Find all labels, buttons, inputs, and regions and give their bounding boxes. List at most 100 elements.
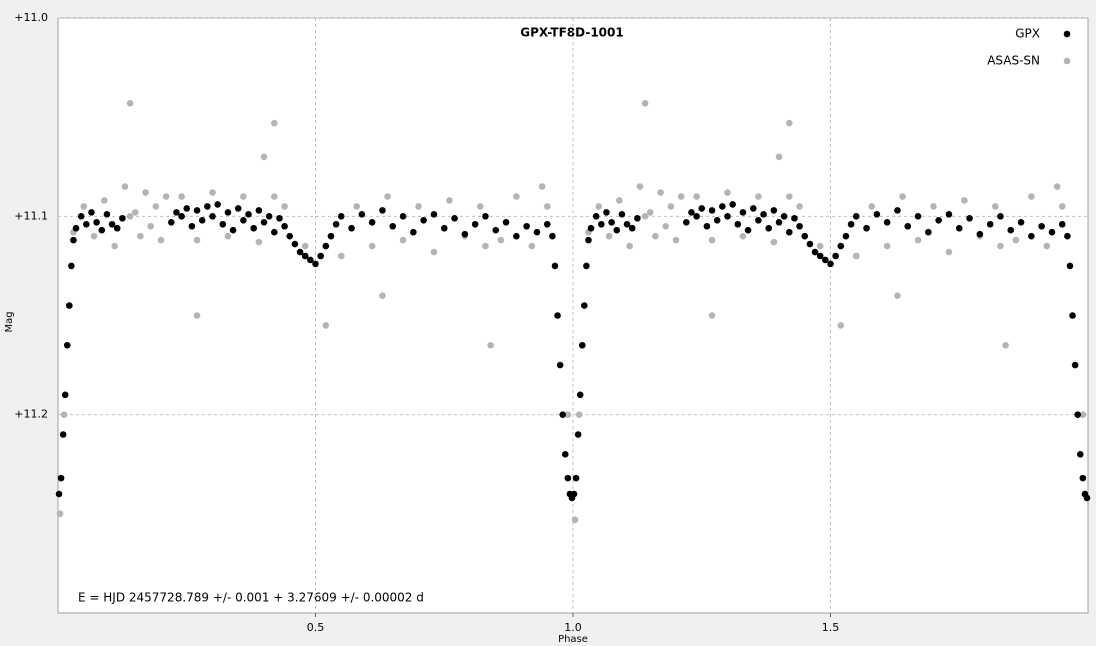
data-point: [578, 341, 586, 349]
data-point: [276, 215, 283, 222]
data-point: [816, 252, 824, 260]
data-point: [219, 220, 227, 228]
data-point: [379, 207, 386, 214]
data-point: [1069, 312, 1076, 319]
data-point: [245, 211, 252, 218]
data-point: [575, 411, 583, 418]
data-point: [1079, 474, 1087, 482]
data-point: [101, 197, 108, 204]
data-point: [271, 228, 278, 236]
data-point: [1012, 236, 1020, 244]
data-point: [765, 224, 772, 232]
legend-label: ASAS-SN: [987, 54, 1040, 68]
data-point: [63, 341, 71, 349]
data-point: [152, 203, 160, 210]
data-point: [672, 236, 680, 244]
data-point: [399, 236, 407, 244]
data-point: [561, 451, 569, 458]
data-point: [734, 220, 742, 228]
data-point: [198, 217, 206, 224]
data-point: [240, 217, 247, 224]
data-point: [168, 218, 175, 226]
data-point: [914, 236, 922, 244]
data-point: [1038, 222, 1045, 230]
data-point: [327, 232, 335, 240]
data-point: [904, 222, 912, 230]
data-point: [925, 228, 932, 236]
data-point: [204, 203, 211, 210]
data-point: [966, 215, 973, 222]
data-point: [538, 183, 546, 190]
x-tick-label: 1.5: [822, 621, 840, 634]
data-point: [1053, 183, 1061, 190]
data-point: [576, 391, 584, 399]
data-point: [113, 224, 121, 232]
data-point: [724, 213, 731, 220]
data-point: [322, 242, 330, 250]
data-point: [744, 226, 752, 234]
data-point: [641, 99, 649, 107]
data-point: [863, 224, 870, 232]
data-point: [683, 218, 690, 226]
data-point: [137, 232, 144, 240]
data-point: [157, 236, 165, 244]
data-point: [816, 242, 824, 250]
data-point: [770, 207, 778, 214]
data-point: [842, 232, 850, 240]
data-point: [1043, 242, 1051, 250]
data-point: [605, 232, 613, 240]
data-point: [585, 236, 592, 244]
data-point: [83, 220, 90, 228]
data-point: [353, 203, 361, 210]
data-point: [1064, 232, 1071, 240]
data-point: [250, 224, 257, 232]
data-point: [1058, 220, 1066, 228]
data-point: [945, 248, 953, 256]
data-point: [399, 213, 407, 220]
data-point: [430, 211, 438, 218]
data-point: [724, 189, 731, 196]
data-point: [961, 197, 968, 204]
data-point: [56, 510, 64, 518]
data-point: [111, 242, 118, 250]
data-point: [77, 213, 85, 220]
data-point: [1076, 451, 1084, 458]
chart-title: GPX-TF8D-1001: [520, 26, 623, 40]
data-point: [93, 218, 100, 226]
data-point: [554, 312, 561, 319]
data-point: [708, 207, 716, 214]
y-axis-label: Mag: [4, 311, 15, 332]
data-point: [791, 215, 798, 222]
data-point: [935, 217, 942, 224]
data-point: [126, 99, 134, 107]
data-point: [628, 224, 636, 232]
data-point: [1002, 341, 1009, 349]
data-point: [698, 205, 706, 212]
data-point: [571, 516, 579, 524]
data-point: [1028, 232, 1035, 240]
data-point: [786, 119, 793, 127]
data-point: [214, 201, 221, 208]
data-point: [193, 312, 201, 319]
data-point: [713, 217, 721, 224]
data-point: [451, 215, 458, 222]
data-point: [551, 262, 559, 270]
data-point: [281, 222, 288, 230]
data-point: [1083, 494, 1091, 502]
data-point: [595, 203, 603, 210]
data-point: [368, 218, 376, 226]
data-point: [57, 474, 65, 482]
data-point: [806, 240, 814, 248]
data-point: [430, 248, 438, 256]
data-point: [623, 220, 631, 228]
data-point: [80, 203, 88, 210]
data-point: [88, 209, 95, 216]
data-point: [322, 322, 330, 329]
data-point: [260, 153, 268, 161]
data-point: [487, 341, 494, 349]
data-point: [90, 232, 98, 240]
data-point: [775, 153, 783, 161]
data-point: [291, 240, 299, 248]
data-point: [677, 193, 685, 200]
data-point: [178, 193, 185, 200]
